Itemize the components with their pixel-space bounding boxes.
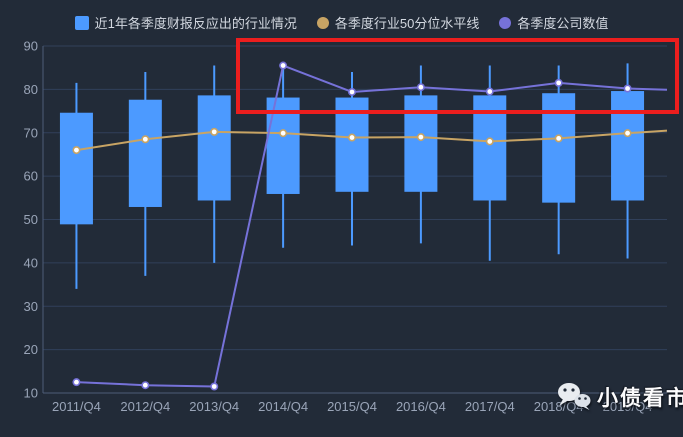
svg-text:2014/Q4: 2014/Q4 xyxy=(258,399,308,414)
svg-text:60: 60 xyxy=(24,169,38,184)
svg-text:70: 70 xyxy=(24,125,38,140)
highlight-rectangle xyxy=(236,38,679,114)
legend-item-company-value[interactable]: 各季度公司数值 xyxy=(499,13,608,32)
svg-text:90: 90 xyxy=(24,39,38,54)
svg-text:2012/Q4: 2012/Q4 xyxy=(120,399,170,414)
legend-label-company-value: 各季度公司数值 xyxy=(517,16,609,31)
legend-label-industry-median: 各季度行业50分位水平线 xyxy=(334,16,480,31)
company-value-line xyxy=(72,61,668,391)
legend: 近1年各季度财报反应出的行业情况 各季度行业50分位水平线 各季度公司数值 xyxy=(0,13,683,32)
svg-text:2013/Q4: 2013/Q4 xyxy=(189,399,239,414)
box-series xyxy=(59,63,645,289)
svg-text:2019/Q4: 2019/Q4 xyxy=(603,399,653,414)
legend-label-box-series: 近1年各季度财报反应出的行业情况 xyxy=(94,16,297,31)
legend-swatch-industry-median xyxy=(316,16,329,29)
svg-text:50: 50 xyxy=(24,212,38,227)
x-axis-labels: 2011/Q4 2012/Q4 2013/Q4 2014/Q4 2015/Q4 2016/… xyxy=(52,399,653,414)
svg-text:2011/Q4: 2011/Q4 xyxy=(52,399,101,414)
svg-text:2018/Q4: 2018/Q4 xyxy=(534,399,584,414)
industry-median-line xyxy=(72,127,668,155)
svg-text:30: 30 xyxy=(24,299,38,314)
legend-swatch-box-series xyxy=(74,15,89,30)
watermark-text: 小债看市 xyxy=(597,386,683,410)
legend-swatch-company-value xyxy=(499,16,512,29)
svg-text:80: 80 xyxy=(24,82,38,97)
svg-text:2015/Q4: 2015/Q4 xyxy=(327,399,377,414)
svg-text:20: 20 xyxy=(24,342,38,357)
svg-text:2016/Q4: 2016/Q4 xyxy=(396,399,446,414)
legend-item-box-series[interactable]: 近1年各季度财报反应出的行业情况 xyxy=(74,13,297,32)
wechat-icon xyxy=(558,383,591,410)
watermark: 小债看市 xyxy=(556,381,683,412)
y-axis-labels: 10 20 30 40 50 60 70 80 90 xyxy=(24,39,38,401)
svg-text:40: 40 xyxy=(24,255,38,270)
svg-text:10: 10 xyxy=(24,386,38,401)
svg-text:2017/Q4: 2017/Q4 xyxy=(465,399,515,414)
legend-item-industry-median[interactable]: 各季度行业50分位水平线 xyxy=(316,13,480,32)
